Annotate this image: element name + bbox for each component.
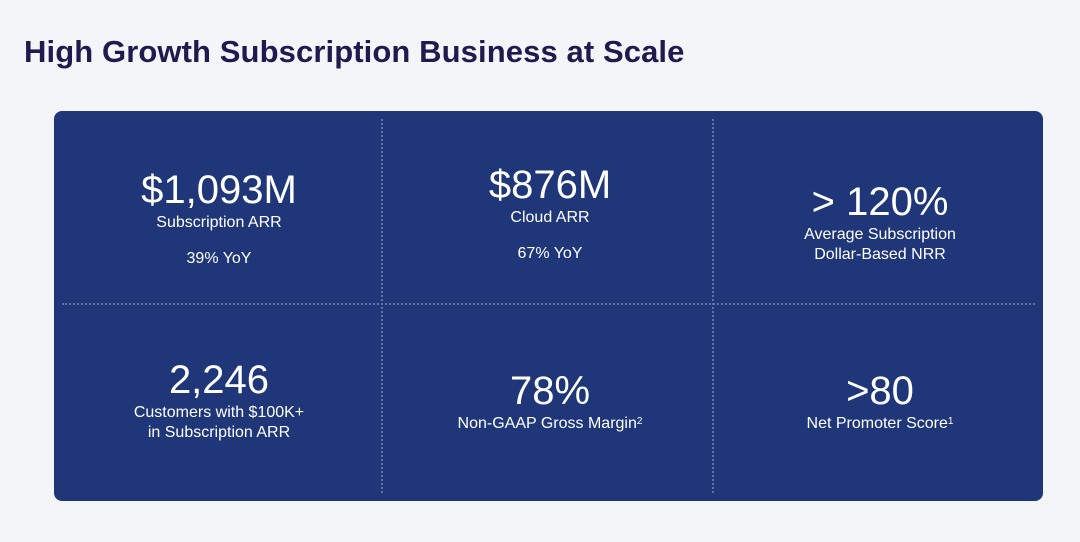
metric-gross-margin: 78% Non-GAAP Gross Margin2 (385, 368, 715, 434)
metric-label-line-1: Average Subscription (804, 226, 956, 243)
metric-dollar-based-nrr: > 120% Average Subscription Dollar-Based… (715, 179, 1043, 265)
metric-label-text: Non-GAAP Gross Margin (457, 415, 637, 432)
page-title: High Growth Subscription Business at Sca… (24, 34, 685, 69)
metric-label: Non-GAAP Gross Margin2 (385, 414, 715, 434)
metric-label: Cloud ARR (510, 209, 590, 226)
metric-subscription-arr: $1,093M Subscription ARR 39% YoY (54, 167, 384, 269)
metric-cloud-arr: $876M Cloud ARR 67% YoY (385, 162, 715, 264)
metric-value: 78% (509, 369, 591, 413)
metric-label-line-2: in Subscription ARR (147, 424, 291, 441)
column-divider (712, 119, 714, 493)
metric-value: >80 (846, 369, 914, 413)
metric-label-line-2: Dollar-Based NRR (814, 246, 946, 263)
row-divider (62, 303, 1035, 305)
metric-net-promoter-score: >80 Net Promoter Score1 (715, 368, 1043, 434)
metric-large-customers: 2,246 Customers with $100K+ in Subscript… (54, 357, 384, 443)
metric-value: 2,246 (168, 358, 270, 402)
metric-value: > 120% (811, 180, 949, 224)
metric-label: Net Promoter Score1 (715, 414, 1043, 434)
metrics-panel: $1,093M Subscription ARR 39% YoY $876M C… (54, 111, 1043, 501)
metric-value: $876M (488, 163, 612, 207)
metric-label: Subscription ARR (156, 214, 282, 231)
metric-label-text: Net Promoter Score (806, 415, 948, 432)
metric-label-line-1: Customers with $100K+ (133, 404, 305, 421)
metric-growth: 39% YoY (186, 250, 252, 267)
column-divider (381, 119, 383, 493)
metric-value: $1,093M (141, 168, 297, 212)
metric-growth: 67% YoY (517, 245, 583, 262)
footnote-marker: 2 (636, 416, 643, 427)
footnote-marker: 1 (947, 416, 954, 427)
